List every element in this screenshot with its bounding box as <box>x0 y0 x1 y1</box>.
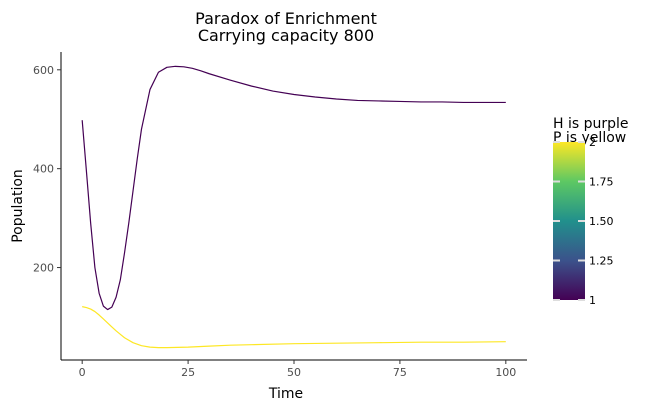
x-axis-label: Time <box>268 386 303 402</box>
x-tick-label: 100 <box>495 366 516 379</box>
colorbar-tick-label: 2 <box>589 136 596 149</box>
chart-title: Paradox of Enrichment <box>195 9 377 28</box>
chart-subtitle: Carrying capacity 800 <box>198 26 374 45</box>
y-axis-ticks: 200 400 600 <box>33 64 61 275</box>
plot-area <box>81 65 506 349</box>
colorbar-tick-label: 1.25 <box>589 255 614 268</box>
colorbar-ticks: 1 1.25 1.50 1.75 2 <box>553 136 614 307</box>
y-tick-label: 200 <box>33 262 54 275</box>
x-axis-ticks: 0 25 50 75 100 <box>79 360 516 379</box>
y-tick-label: 600 <box>33 64 54 77</box>
colorbar-legend: H is purple P is yellow 11.251.501.752 <box>553 116 629 307</box>
x-tick-label: 50 <box>287 366 301 379</box>
series-line-1 <box>81 65 506 311</box>
colorbar-tick-label: 1 <box>589 294 596 307</box>
colorbar-tick-label: 1.50 <box>589 215 614 228</box>
series-line-2 <box>82 306 506 349</box>
x-tick-label: 75 <box>393 366 407 379</box>
y-tick-label: 400 <box>33 163 54 176</box>
y-axis-label: Population <box>10 169 26 243</box>
colorbar-tick-label: 1.75 <box>589 176 614 189</box>
x-tick-label: 0 <box>79 366 86 379</box>
legend-title-line-1: H is purple <box>553 116 629 132</box>
x-tick-label: 25 <box>181 366 195 379</box>
